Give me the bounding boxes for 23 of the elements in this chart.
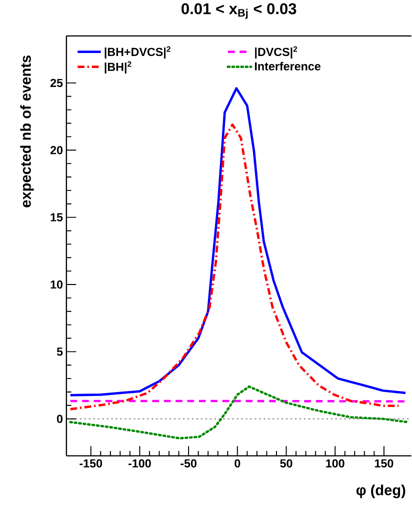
y-axis-title: expected nb of events	[20, 56, 34, 208]
x-tick-label: -150	[80, 459, 102, 468]
line-series	[69, 87, 407, 396]
legend-label: |BH|$^{2}$	[104, 61, 132, 74]
x-tick-label: 150	[374, 459, 394, 468]
legend-label: |BH+DVCS|$^{2}$	[104, 46, 170, 59]
legend-label: Interference	[254, 62, 320, 70]
x-tick-label: 50	[280, 459, 292, 468]
y-tick-label: 15	[50, 213, 63, 222]
line-series	[69, 385, 409, 440]
y-tick-label: 20	[50, 146, 62, 154]
x-tick-label: -100	[128, 459, 151, 468]
y-tick-label: 25	[50, 78, 63, 88]
chart-title: 0.01 < x$_{Bj}$ < 0.03	[182, 3, 296, 19]
x-tick-label: 0	[234, 459, 240, 468]
y-tick-label: 5	[56, 348, 63, 356]
line-series	[69, 123, 400, 410]
x-axis-title: φ (deg)	[356, 484, 406, 498]
x-tick-label: -50	[180, 459, 196, 468]
x-tick-label: 100	[326, 459, 344, 468]
legend-label: |DVCS|$^{2}$	[255, 46, 298, 59]
y-tick-label: 0	[56, 414, 62, 423]
y-tick-label: 10	[50, 280, 62, 289]
